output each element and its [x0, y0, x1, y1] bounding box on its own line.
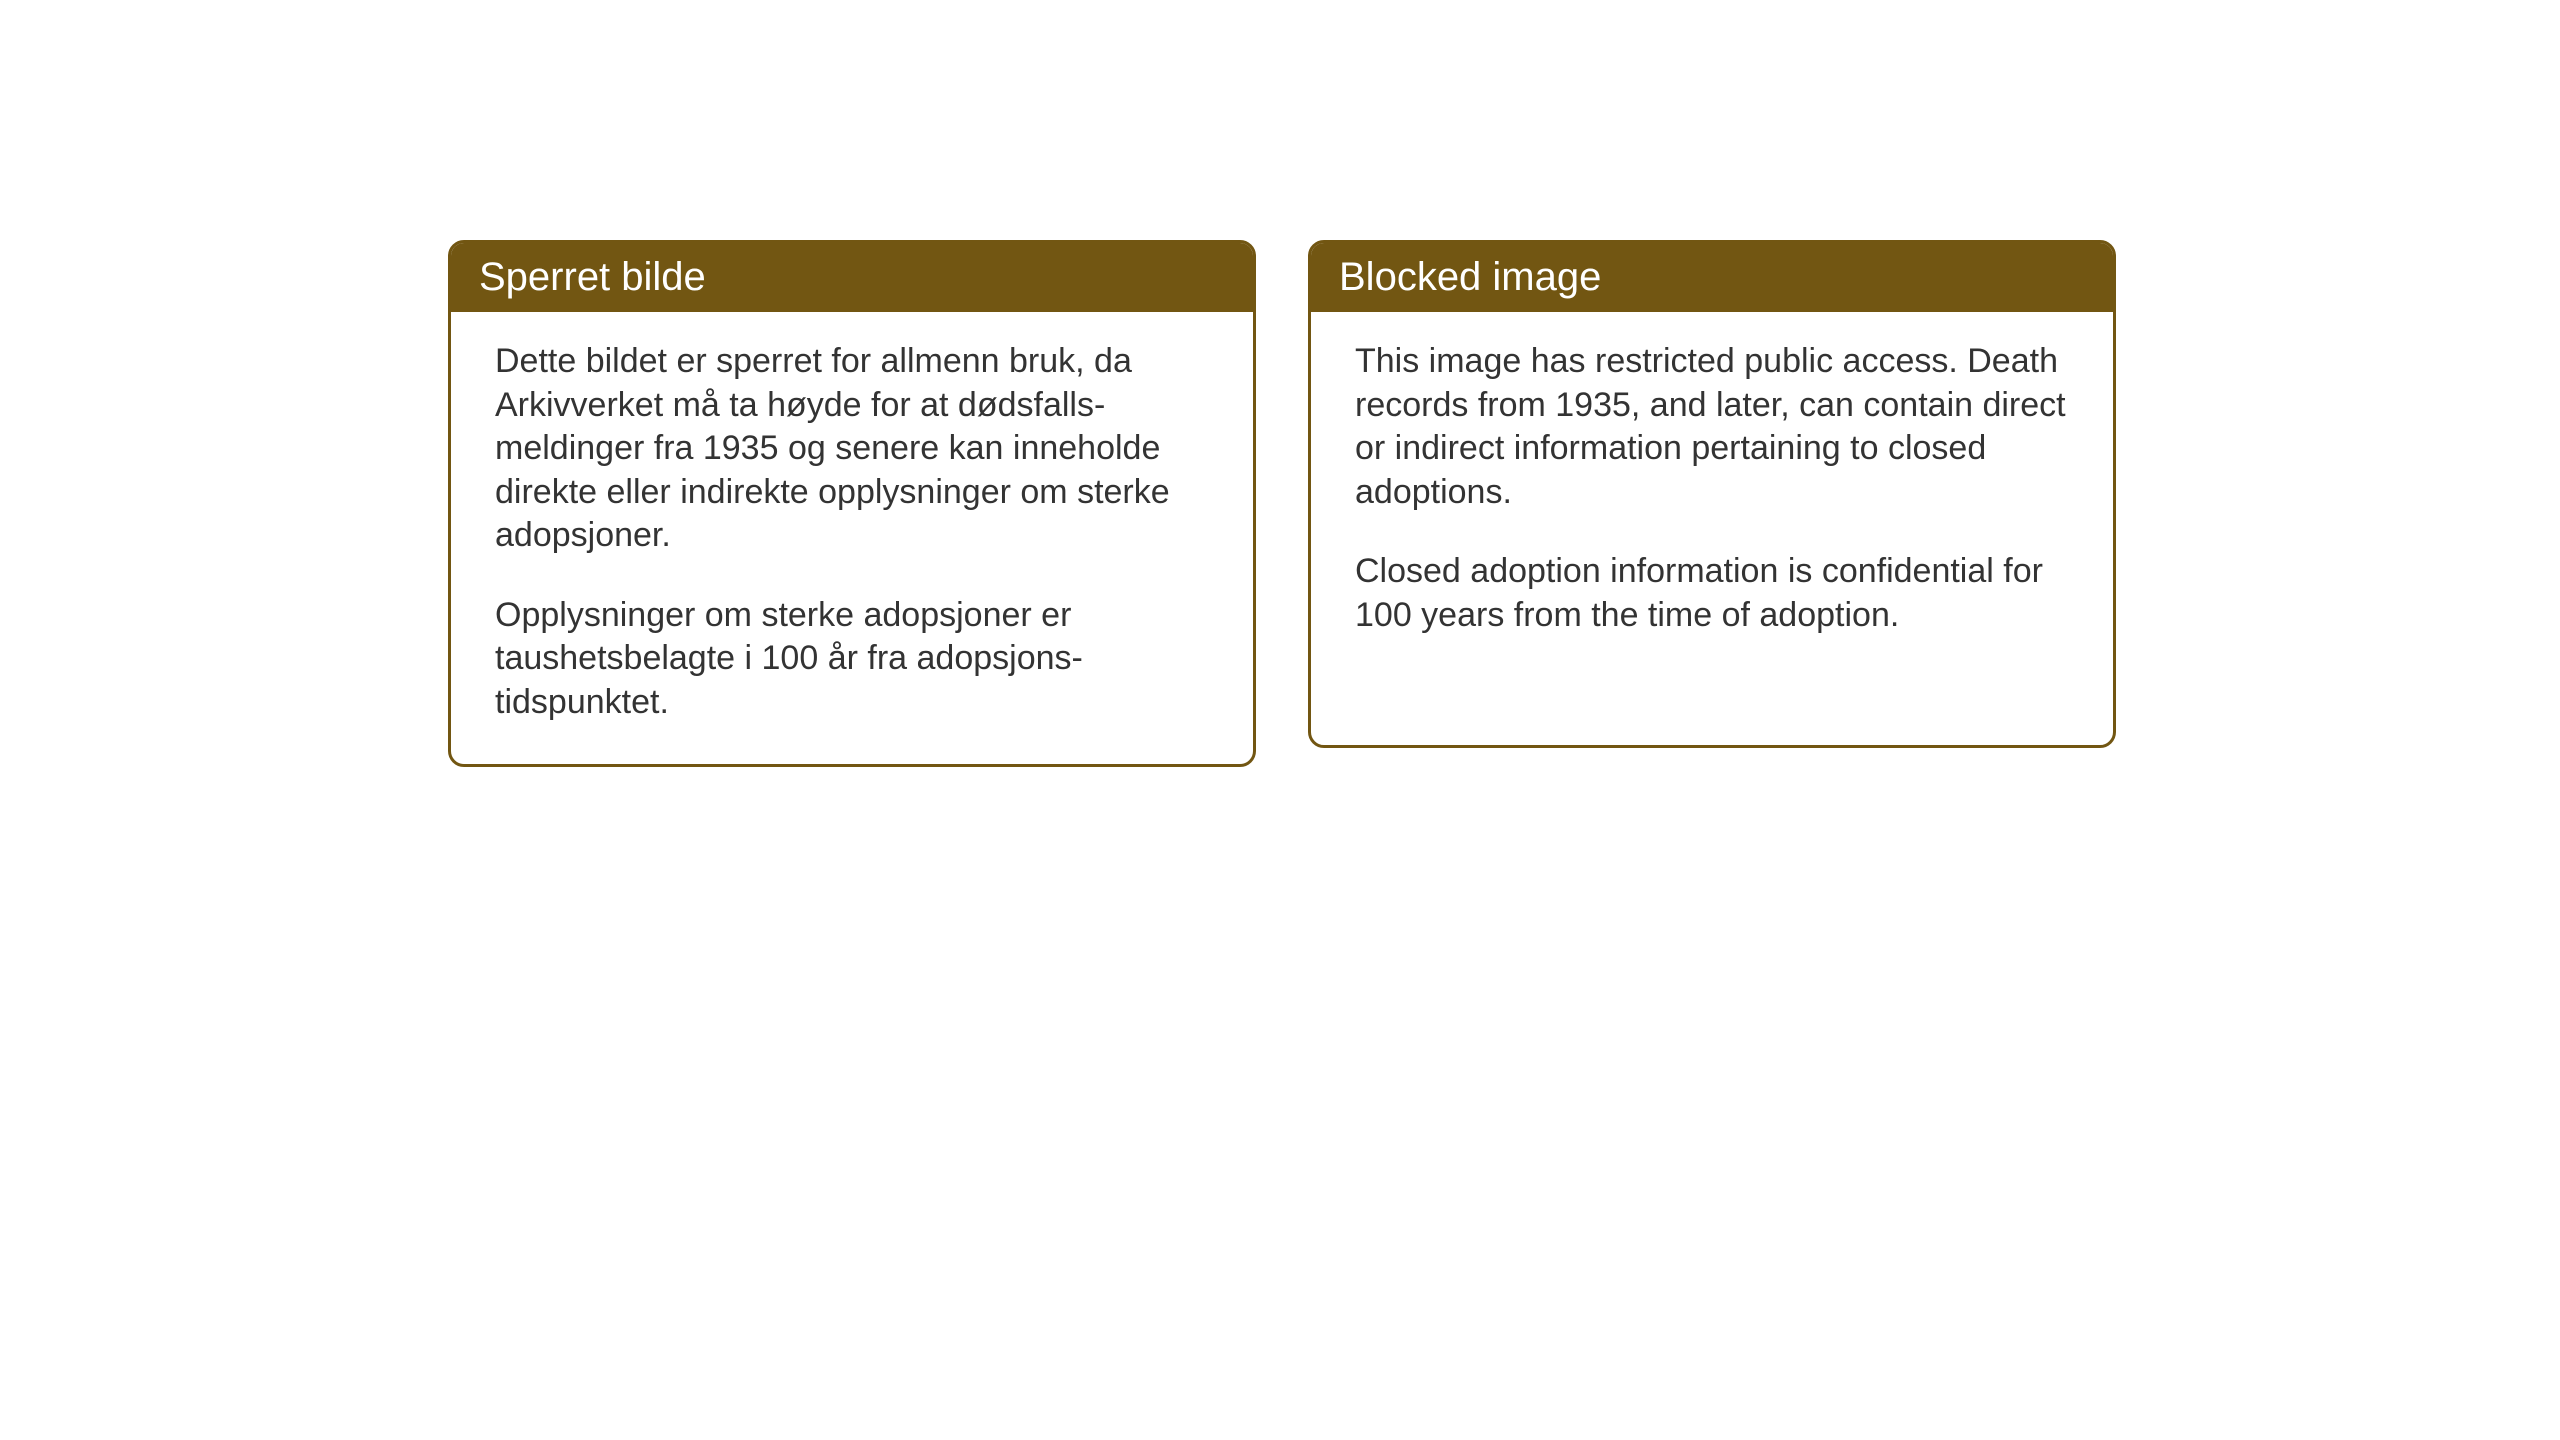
english-paragraph-2: Closed adoption information is confident… [1355, 550, 2069, 637]
norwegian-card-body: Dette bildet er sperret for allmenn bruk… [451, 312, 1253, 764]
notice-container: Sperret bilde Dette bildet er sperret fo… [0, 0, 2560, 767]
norwegian-paragraph-2: Opplysninger om sterke adopsjoner er tau… [495, 594, 1209, 725]
norwegian-paragraph-1: Dette bildet er sperret for allmenn bruk… [495, 340, 1209, 558]
norwegian-card-title: Sperret bilde [451, 243, 1253, 312]
norwegian-notice-card: Sperret bilde Dette bildet er sperret fo… [448, 240, 1256, 767]
english-card-title: Blocked image [1311, 243, 2113, 312]
english-card-body: This image has restricted public access.… [1311, 312, 2113, 677]
english-paragraph-1: This image has restricted public access.… [1355, 340, 2069, 514]
english-notice-card: Blocked image This image has restricted … [1308, 240, 2116, 748]
